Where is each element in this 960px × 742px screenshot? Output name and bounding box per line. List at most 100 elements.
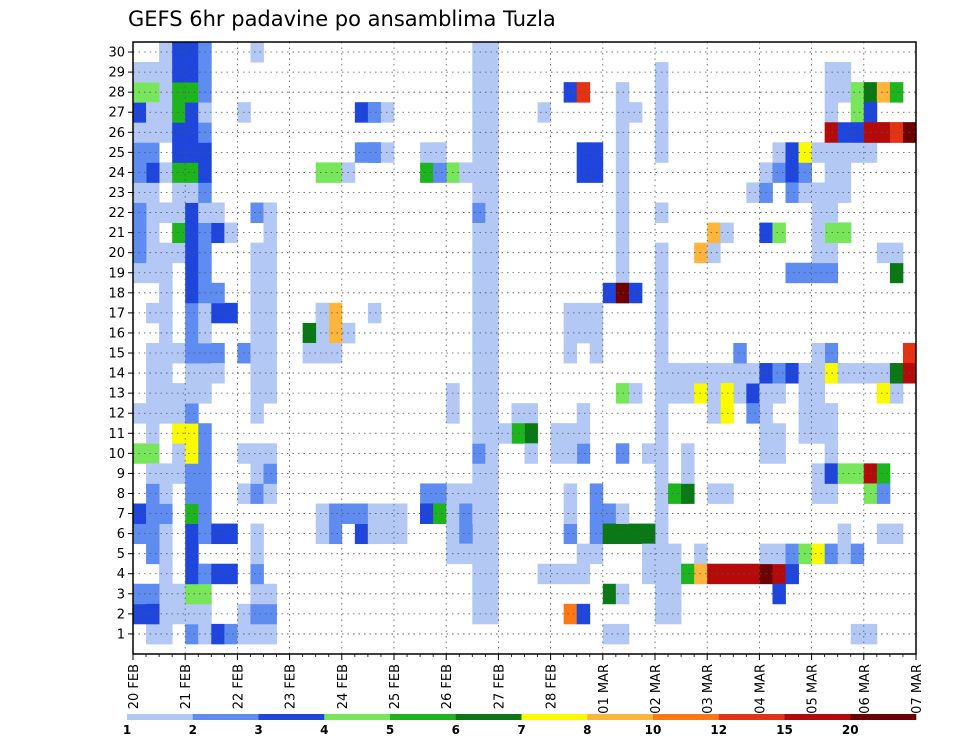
heatmap-cell bbox=[159, 583, 173, 605]
heatmap-cell bbox=[668, 383, 682, 404]
heatmap-cell bbox=[850, 623, 865, 645]
heatmap-cell bbox=[824, 342, 839, 364]
heatmap-cell bbox=[641, 563, 656, 585]
x-tick-label: 05 MAR bbox=[806, 664, 821, 714]
heatmap-cell bbox=[146, 363, 160, 384]
heatmap-cell bbox=[720, 383, 734, 404]
heatmap-cell bbox=[172, 342, 186, 364]
y-tick-label: 14 bbox=[108, 367, 125, 382]
heatmap-cell bbox=[602, 583, 617, 605]
heatmap-cell bbox=[485, 523, 499, 545]
heatmap-cell bbox=[172, 42, 186, 63]
heatmap-cell bbox=[485, 82, 499, 103]
heatmap-cell bbox=[420, 162, 434, 183]
heatmap-cell bbox=[185, 543, 199, 565]
heatmap-cell bbox=[472, 443, 486, 464]
x-tick-label: 21 FEB bbox=[179, 664, 194, 709]
gridlines bbox=[133, 42, 916, 654]
heatmap-cell bbox=[576, 322, 591, 344]
heatmap-cell bbox=[172, 122, 186, 143]
heatmap-cell bbox=[746, 363, 760, 384]
heatmap-cell bbox=[707, 222, 721, 244]
colorbar-label: 1 bbox=[123, 723, 131, 737]
heatmap-cell bbox=[315, 523, 330, 545]
heatmap-cell bbox=[707, 363, 721, 384]
heatmap-cell bbox=[707, 563, 721, 585]
heatmap-cell bbox=[472, 122, 486, 143]
colorbar-swatch bbox=[718, 714, 785, 720]
heatmap-cell bbox=[224, 222, 238, 244]
heatmap-cell bbox=[602, 282, 617, 304]
heatmap-cell bbox=[263, 463, 277, 484]
heatmap-cell bbox=[420, 142, 434, 163]
heatmap-cell bbox=[250, 583, 264, 605]
heatmap-cell bbox=[563, 302, 578, 324]
colorbar-label: 2 bbox=[189, 723, 197, 737]
heatmap-cell bbox=[811, 262, 826, 284]
heatmap-cell bbox=[224, 523, 238, 545]
x-tick-label: 22 FEB bbox=[231, 664, 246, 709]
heatmap-cell bbox=[485, 423, 499, 444]
heatmap-cell bbox=[824, 102, 839, 123]
x-tick-label: 23 FEB bbox=[284, 664, 299, 709]
heatmap-cell bbox=[146, 302, 160, 324]
heatmap-cell bbox=[785, 182, 799, 203]
heatmap-cell bbox=[263, 483, 277, 504]
heatmap-cell bbox=[837, 363, 852, 384]
heatmap-cell bbox=[211, 282, 225, 304]
heatmap-cell bbox=[824, 363, 839, 384]
heatmap-cell bbox=[628, 523, 643, 545]
heatmap-cell bbox=[668, 483, 682, 504]
heatmap-cell bbox=[707, 483, 721, 504]
heatmap-cell bbox=[498, 423, 512, 444]
heatmap-cell bbox=[485, 302, 499, 324]
heatmap-cell bbox=[707, 383, 721, 404]
heatmap-cell bbox=[250, 383, 264, 404]
heatmap-cell bbox=[472, 142, 486, 163]
heatmap-cell bbox=[772, 543, 786, 565]
heatmap-cell bbox=[472, 162, 486, 183]
heatmap-cell bbox=[263, 242, 277, 264]
y-tick-label: 16 bbox=[108, 326, 125, 341]
heatmap-cell bbox=[250, 302, 264, 324]
heatmap-cell bbox=[876, 523, 891, 545]
heatmap-cell bbox=[459, 523, 473, 545]
heatmap-cell bbox=[485, 242, 499, 264]
heatmap-cell bbox=[263, 222, 277, 244]
heatmap-cell bbox=[433, 503, 447, 524]
heatmap-cell bbox=[641, 443, 656, 464]
heatmap-cell bbox=[681, 443, 695, 464]
y-tick-label: 17 bbox=[108, 306, 125, 321]
heatmap-cell bbox=[824, 82, 839, 103]
heatmap-cell bbox=[485, 202, 499, 223]
heatmap-cell bbox=[146, 182, 160, 203]
heatmap-cell bbox=[250, 623, 264, 645]
y-tick-label: 29 bbox=[108, 66, 125, 81]
heatmap-cell bbox=[811, 463, 826, 484]
y-tick-label: 30 bbox=[108, 46, 125, 61]
heatmap-cell bbox=[315, 322, 330, 344]
colorbar-swatch bbox=[127, 714, 194, 720]
y-tick-label: 7 bbox=[117, 507, 125, 522]
heatmap-cell bbox=[472, 403, 486, 424]
heatmap-cell bbox=[576, 403, 591, 424]
heatmap-cell bbox=[485, 483, 499, 504]
heatmap-cell bbox=[263, 302, 277, 324]
heatmap-cell bbox=[837, 222, 852, 244]
heatmap-cell bbox=[889, 82, 904, 103]
x-tick-label: 27 FEB bbox=[492, 664, 507, 709]
heatmap-cell bbox=[837, 82, 852, 103]
heatmap-cell bbox=[146, 202, 160, 223]
heatmap-cell bbox=[159, 463, 173, 484]
y-tick-label: 13 bbox=[108, 387, 125, 402]
heatmap-cell bbox=[159, 503, 173, 524]
colorbar-swatch bbox=[390, 714, 457, 720]
colorbar-label: 8 bbox=[583, 723, 591, 737]
colorbar-swatch bbox=[258, 714, 325, 720]
heatmap-cell bbox=[185, 262, 199, 284]
colorbar-label: 6 bbox=[452, 723, 460, 737]
heatmap-cell bbox=[172, 222, 186, 244]
heatmap-cell bbox=[146, 463, 160, 484]
heatmap-cell bbox=[720, 483, 734, 504]
heatmap-cell bbox=[224, 623, 238, 645]
